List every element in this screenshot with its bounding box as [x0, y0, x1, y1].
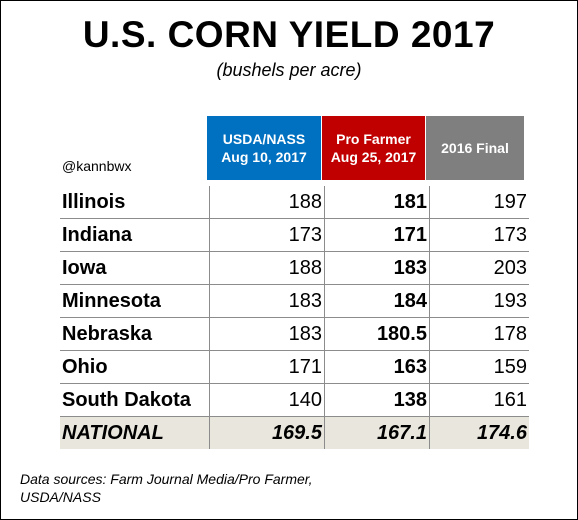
final-2016-value: 193 [429, 284, 529, 318]
pro-farmer-value: 138 [324, 383, 430, 417]
state-name: Ohio [60, 350, 210, 384]
national-label: NATIONAL [60, 416, 210, 449]
page-subtitle: (bushels per acre) [216, 60, 362, 80]
pro-farmer-value: 181 [324, 186, 430, 219]
state-name: Nebraska [60, 317, 210, 351]
final-2016-value: 159 [429, 350, 529, 384]
final-2016-value: 161 [429, 383, 529, 417]
national-row: NATIONAL 169.5 167.1 174.6 [60, 416, 529, 449]
state-name: South Dakota [60, 383, 210, 417]
usda-value: 173 [209, 218, 325, 252]
column-header-usda-line1: USDA/NASS [222, 131, 306, 147]
pro-farmer-value: 171 [324, 218, 430, 252]
table-row: South Dakota 140 138 161 [60, 383, 529, 417]
column-header-2016-final: 2016 Final [426, 116, 524, 180]
state-name: Indiana [60, 218, 210, 252]
page-title: U.S. CORN YIELD 2017 [82, 14, 496, 55]
state-name: Illinois [62, 190, 126, 213]
pro-farmer-value: 184 [324, 284, 430, 318]
usda-value: 188 [209, 186, 325, 219]
final-2016-value: 197 [429, 186, 529, 219]
yield-table: Illinois 188 181 197 Indiana 173 171 173… [60, 186, 529, 449]
pro-farmer-value: 183 [324, 251, 430, 285]
pro-farmer-value: 180.5 [324, 317, 430, 351]
usda-value: 183 [209, 317, 325, 351]
column-header-pro-farmer-line1: Pro Farmer [336, 131, 411, 147]
state-name: Minnesota [60, 284, 210, 318]
author-handle: @kannbwx [62, 158, 132, 174]
table-row: Iowa 188 183 203 [60, 251, 529, 285]
table-row: Illinois 188 181 197 [60, 186, 529, 219]
pro-farmer-value: 163 [324, 350, 430, 384]
column-header-pro-farmer: Pro Farmer Aug 25, 2017 [322, 116, 425, 180]
national-usda-value: 169.5 [209, 416, 325, 449]
state-name: Iowa [60, 251, 210, 285]
usda-value: 188 [209, 251, 325, 285]
table-row: Ohio 171 163 159 [60, 350, 529, 384]
table-row: Minnesota 183 184 193 [60, 284, 529, 318]
column-header-usda: USDA/NASS Aug 10, 2017 [207, 116, 321, 180]
table-row: Nebraska 183 180.5 178 [60, 317, 529, 351]
table-row: Indiana 173 171 173 [60, 218, 529, 252]
data-source-note: Data sources: Farm Journal Media/Pro Far… [20, 470, 313, 506]
national-final-2016-value: 174.6 [429, 416, 529, 449]
national-pro-farmer-value: 167.1 [324, 416, 430, 449]
final-2016-value: 173 [429, 218, 529, 252]
data-source-line1: Data sources: Farm Journal Media/Pro Far… [20, 471, 313, 487]
column-header-2016-final-line1: 2016 Final [441, 140, 509, 156]
column-header-usda-line2: Aug 10, 2017 [221, 149, 307, 165]
usda-value: 140 [209, 383, 325, 417]
usda-value: 171 [209, 350, 325, 384]
column-header-pro-farmer-line2: Aug 25, 2017 [330, 149, 417, 165]
data-source-line2: USDA/NASS [20, 489, 101, 505]
usda-value: 183 [209, 284, 325, 318]
final-2016-value: 178 [429, 317, 529, 351]
final-2016-value: 203 [429, 251, 529, 285]
